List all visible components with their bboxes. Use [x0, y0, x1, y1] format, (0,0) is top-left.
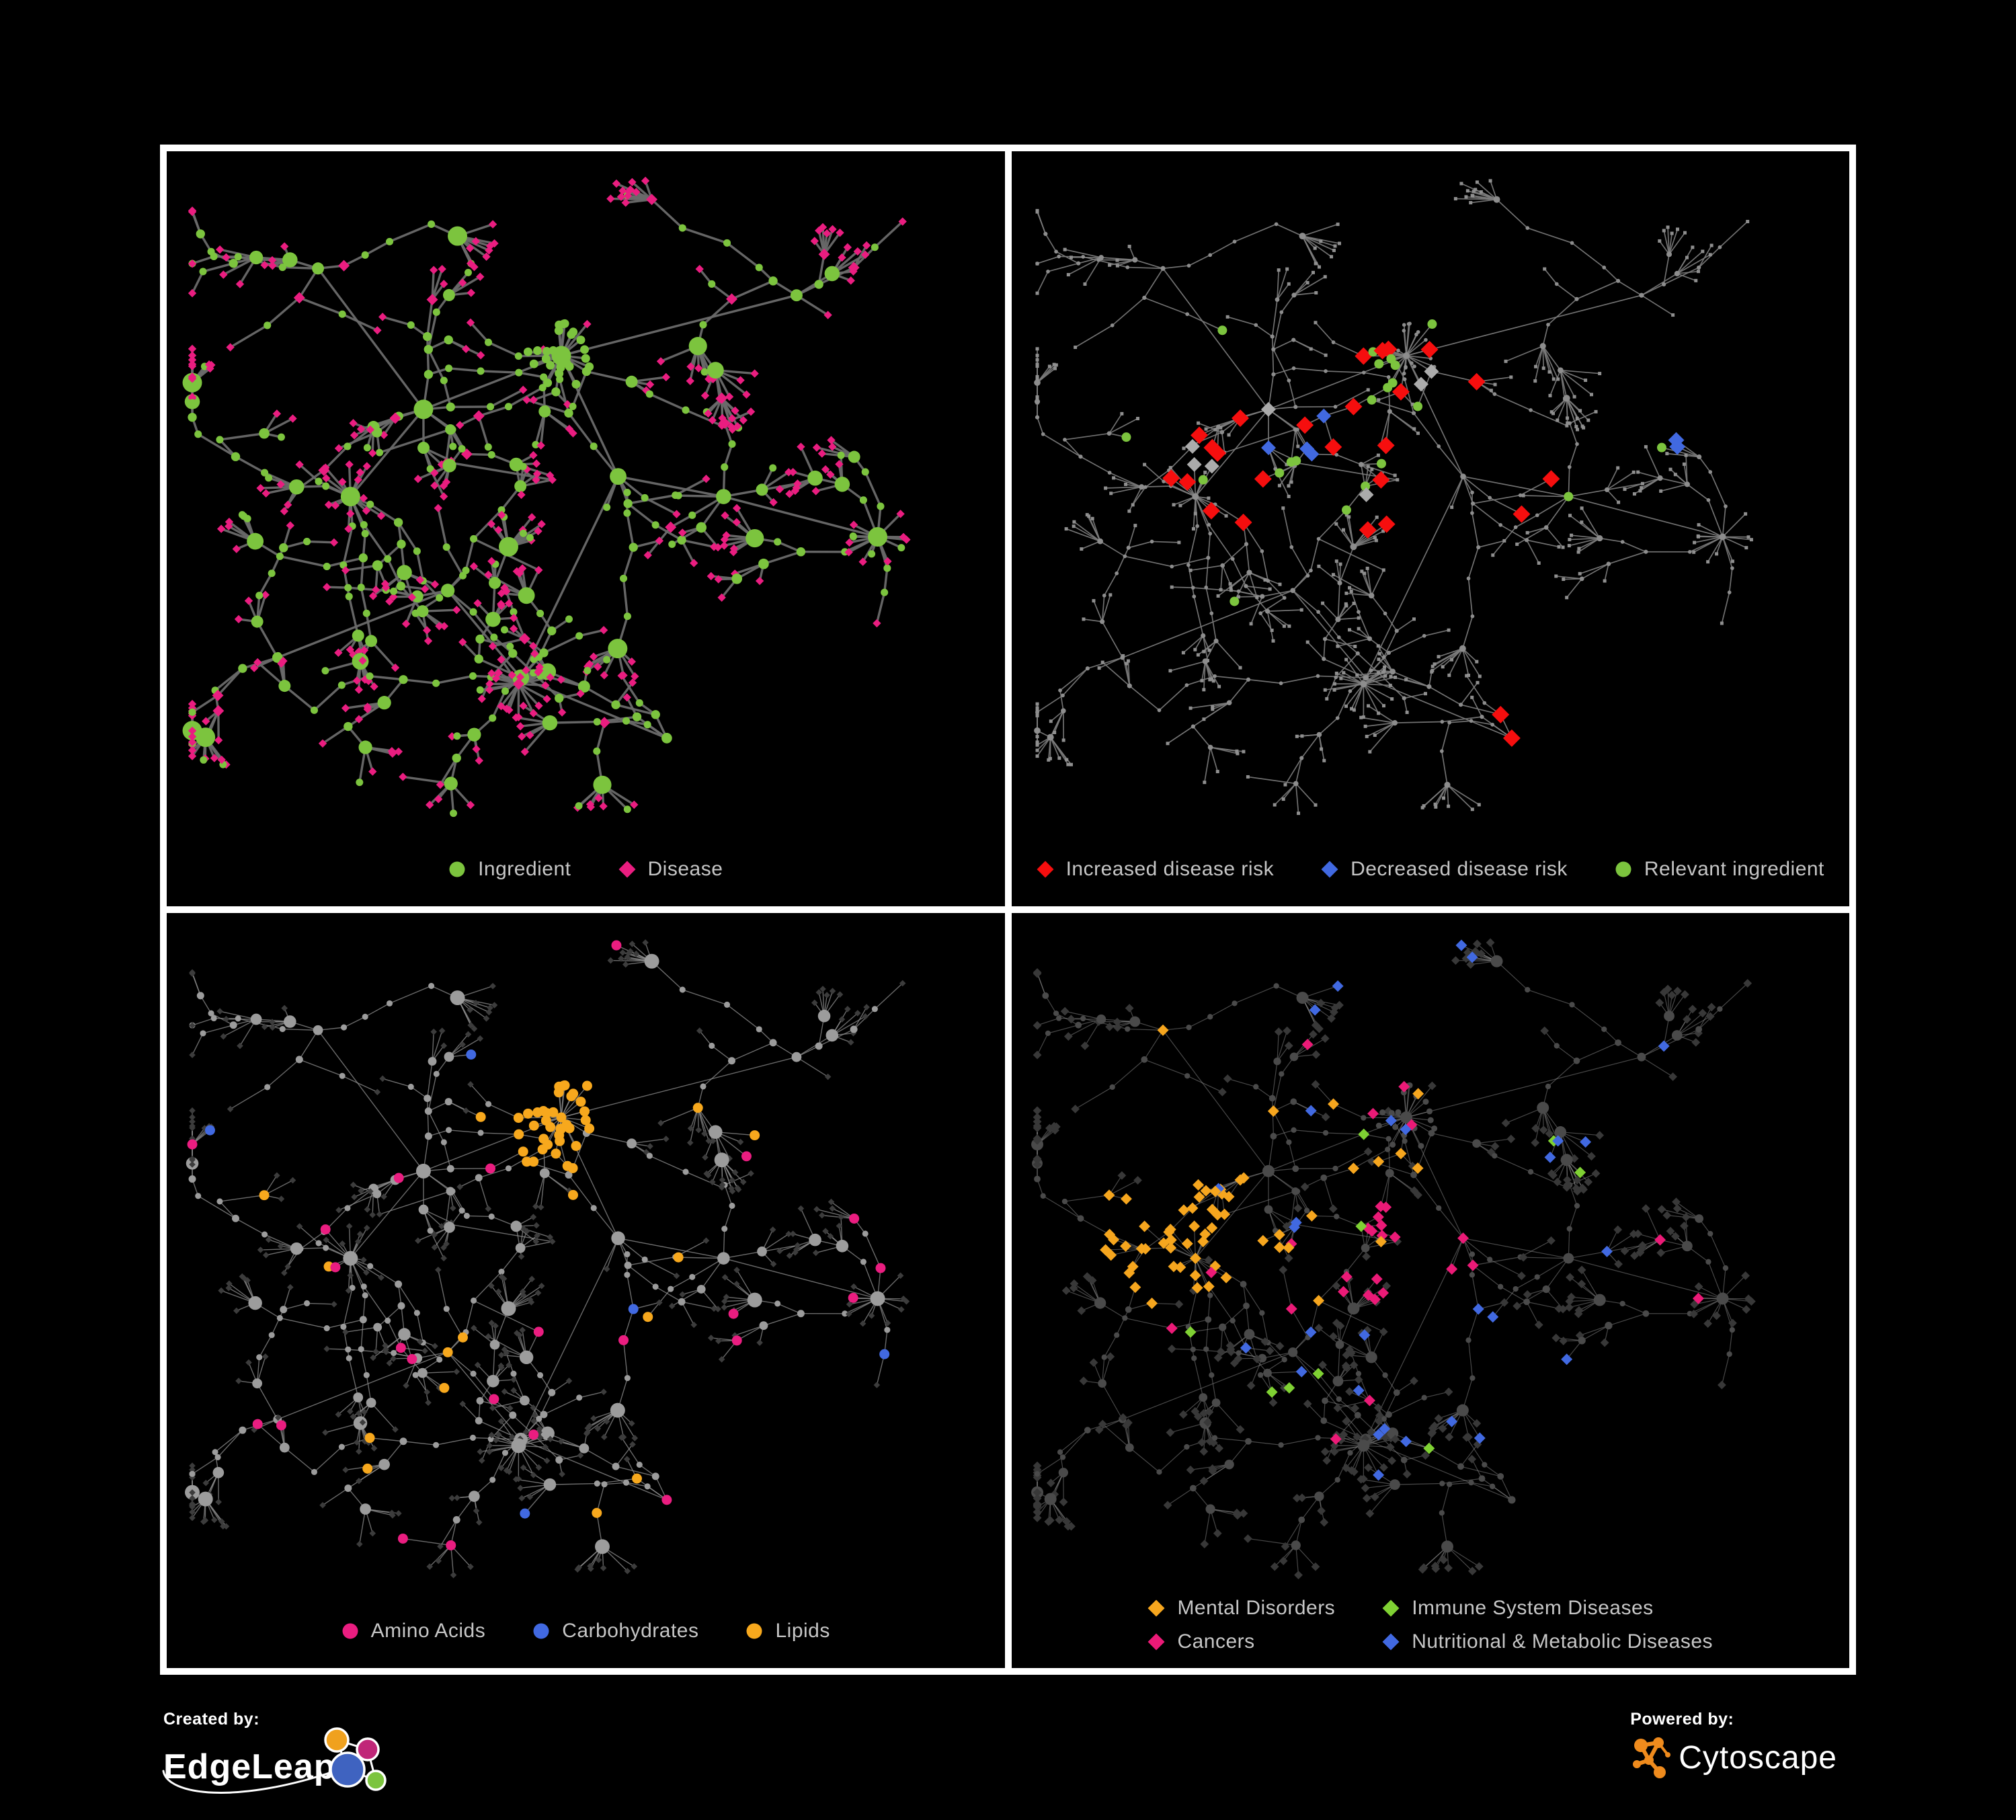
legend-item-immune-system-diseases: Immune System Diseases: [1382, 1597, 1713, 1620]
figure-grid-frame: Ingredient Disease Increased disease risk…: [160, 145, 1856, 1675]
legend-label: Lipids: [775, 1620, 830, 1642]
legend-marker-diamond-icon: [1382, 1633, 1400, 1651]
legend-item-decreased-disease-risk: Decreased disease risk: [1321, 858, 1568, 881]
legend-label: Nutritional & Metabolic Diseases: [1412, 1630, 1713, 1653]
cytoscape-brand-text: Cytoscape: [1679, 1739, 1837, 1776]
legend-ingredient-disease: Ingredient Disease: [167, 858, 1005, 881]
legend-item-increased-disease-risk: Increased disease risk: [1037, 858, 1274, 881]
created-by-block: Created by: EdgeLeap: [162, 1710, 452, 1810]
legend-marker-diamond-icon: [1321, 861, 1338, 878]
legend-marker-diamond-icon: [1147, 1599, 1165, 1617]
legend-item-cancers: Cancers: [1147, 1630, 1335, 1653]
legend-item-amino-acids: Amino Acids: [341, 1620, 486, 1643]
edgeleap-logo: EdgeLeap: [162, 1727, 452, 1810]
edgeleap-brand-text: EdgeLeap: [163, 1747, 336, 1786]
legend-disease-classes: Mental Disorders Immune System Diseases Ca…: [1012, 1597, 1850, 1653]
panel-disease-risk: Increased disease risk Decreased disease …: [1011, 151, 1850, 906]
legend-label: Amino Acids: [370, 1620, 486, 1642]
created-by-label: Created by:: [163, 1710, 260, 1729]
legend-marker-diamond-icon: [1147, 1633, 1165, 1651]
legend-label: Immune System Diseases: [1412, 1597, 1654, 1619]
legend-item-nutritional-metabolic-diseases: Nutritional & Metabolic Diseases: [1382, 1630, 1713, 1653]
edgeleap-swoosh-icon: [162, 1770, 337, 1794]
panel-nutrient-classes: Amino Acids Carbohydrates Lipids: [167, 913, 1005, 1668]
legend-label: Mental Disorders: [1177, 1597, 1336, 1619]
legend-label: Increased disease risk: [1065, 858, 1275, 880]
network-graph-ingredient-disease: [182, 176, 911, 818]
panel-disease-classes: Mental Disorders Immune System Diseases Ca…: [1011, 913, 1850, 1668]
legend-label: Disease: [647, 858, 723, 880]
legend-item-ingredient: Ingredient: [448, 858, 571, 881]
legend-item-relevant-ingredient: Relevant ingredient: [1615, 858, 1824, 881]
legend-marker-diamond-icon: [1037, 861, 1054, 878]
network-graph-disease-risk: [1033, 179, 1753, 816]
legend-marker-diamond-icon: [1382, 1599, 1400, 1617]
legend-marker-circle-icon: [746, 1623, 762, 1639]
legend-nutrient-classes: Amino Acids Carbohydrates Lipids: [167, 1620, 1005, 1643]
legend-label: Cancers: [1177, 1630, 1255, 1653]
legend-item-disease: Disease: [618, 858, 723, 881]
panel-ingredient-disease: Ingredient Disease: [167, 151, 1005, 906]
legend-marker-diamond-icon: [618, 861, 636, 878]
legend-item-carbohydrates: Carbohydrates: [532, 1620, 698, 1643]
legend-marker-circle-icon: [449, 861, 465, 877]
cytoscape-network-icon: [1633, 1737, 1671, 1778]
powered-by-block: Powered by: Cytoscape: [1630, 1710, 1837, 1780]
legend-item-mental-disorders: Mental Disorders: [1147, 1597, 1335, 1620]
legend-label: Decreased disease risk: [1350, 858, 1568, 880]
network-graph-nutrient-classes: [185, 939, 910, 1579]
legend-disease-risk: Increased disease risk Decreased disease …: [1012, 858, 1850, 881]
legend-label: Relevant ingredient: [1644, 858, 1824, 880]
legend-marker-circle-icon: [533, 1623, 549, 1639]
legend-label: Ingredient: [478, 858, 571, 880]
legend-label: Carbohydrates: [562, 1620, 699, 1642]
powered-by-label: Powered by:: [1630, 1710, 1734, 1729]
cytoscape-logo: Cytoscape: [1630, 1735, 1837, 1780]
legend-marker-circle-icon: [1615, 861, 1631, 877]
network-graph-disease-classes: [1031, 938, 1756, 1580]
edgeleap-network-icon: [324, 1727, 387, 1791]
legend-item-lipids: Lipids: [745, 1620, 830, 1643]
legend-marker-circle-icon: [342, 1623, 358, 1639]
